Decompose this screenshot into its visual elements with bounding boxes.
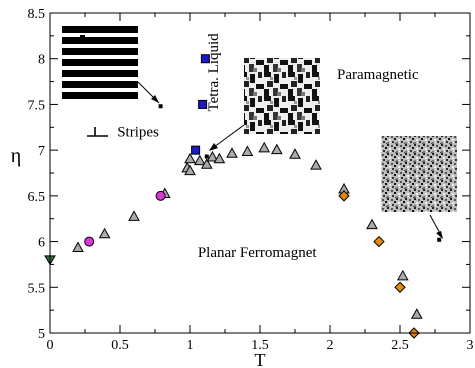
axes-layer: 0 0.5 1 1.5 2 2.5 3 5 5.5 6 6.5 7 7.5 8 8.5 <box>28 7 474 353</box>
stripes-glyph <box>87 127 108 137</box>
y-axis-label: η <box>11 145 21 167</box>
triangle-point <box>396 269 409 281</box>
x-axis-label: T <box>255 350 266 368</box>
triangle-point <box>410 308 423 319</box>
x-tick-label: 1 <box>187 338 194 353</box>
triangle-point <box>200 158 213 169</box>
diamond-point <box>373 235 385 248</box>
stripes-inset <box>62 24 160 104</box>
y-tick-label: 5.5 <box>28 281 46 296</box>
triangle-point <box>72 241 84 252</box>
paramagnet-inset <box>381 136 457 239</box>
triangle-point <box>241 145 254 156</box>
triangle-point <box>213 152 226 164</box>
triangle-point <box>258 141 271 153</box>
inset-state-marker <box>158 104 163 109</box>
triangle-point <box>206 150 219 162</box>
triangle-point <box>270 143 283 155</box>
annotation-label: Paramagnetic <box>337 67 419 83</box>
annotation-label: Planar Ferromagnet <box>198 245 318 261</box>
annotation-label: Tetra. Liquid <box>206 33 222 112</box>
y-tick-label: 8.5 <box>28 7 46 22</box>
square-point <box>200 54 210 64</box>
triangle-point <box>193 154 206 166</box>
square-point <box>198 99 208 109</box>
inset-state-marker <box>204 154 209 159</box>
x-tick-label: 2.5 <box>391 338 409 353</box>
triangle-point <box>310 159 322 170</box>
triangle-point <box>184 152 196 164</box>
x-tick-label: 0.5 <box>111 338 129 353</box>
circle-point <box>84 236 95 247</box>
x-tick-label: 2 <box>327 338 334 353</box>
triangle-point <box>226 147 238 158</box>
annotation-label: Stripes <box>117 124 159 140</box>
square-point <box>191 145 201 155</box>
inset-state-marker <box>437 237 442 242</box>
plot-layer <box>44 54 442 339</box>
y-tick-label: 8 <box>38 53 45 68</box>
triangle-point <box>184 164 196 176</box>
annotation-layer: Paramagnetic Planar Ferromagnet Stripes Tet… <box>117 33 419 261</box>
diamond-point <box>394 281 406 293</box>
y-tick-label: 7.5 <box>28 98 46 113</box>
y-tick-label: 6.5 <box>28 190 46 205</box>
y-tick-label: 7 <box>38 144 45 159</box>
diamond-point <box>338 190 350 202</box>
x-tick-label: 3 <box>467 338 474 353</box>
x-tick-label: 1.5 <box>251 338 269 353</box>
circle-point <box>155 190 166 201</box>
triangle-point <box>128 210 140 221</box>
triangle-point <box>98 227 111 239</box>
triangle-point <box>366 218 378 230</box>
y-tick-label: 5 <box>38 327 45 342</box>
triangle-point <box>289 148 301 159</box>
y-tick-label: 6 <box>38 236 45 251</box>
x-tick-label: 0 <box>47 338 54 353</box>
tetra-liquid-inset <box>209 58 320 151</box>
